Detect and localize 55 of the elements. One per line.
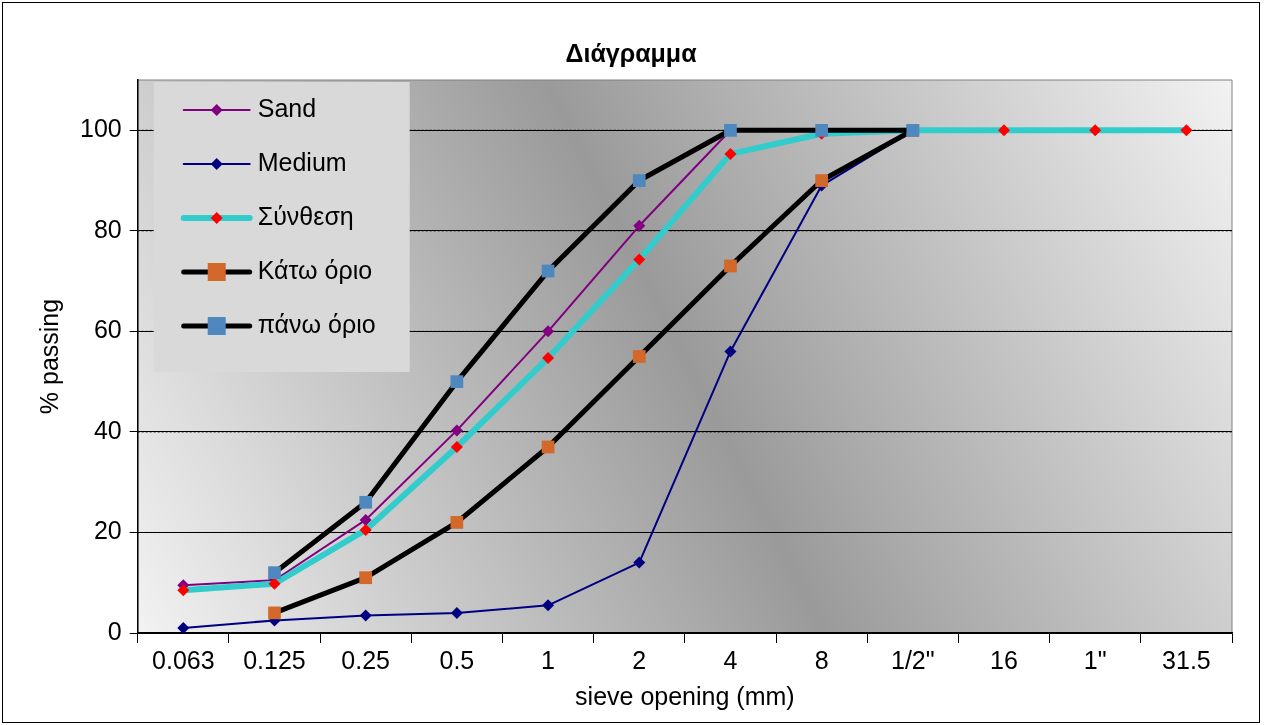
point [450,424,463,437]
point [998,124,1011,137]
x-tick-label: 0.25 [341,645,391,674]
chart-title: Διάγραμμα [565,38,698,67]
x-tick-label: 0.5 [439,645,475,674]
point [1089,124,1102,137]
point [632,350,646,363]
point [177,584,190,597]
y-tick-label: 0 [107,616,122,645]
y-tick-label: 40 [93,415,122,444]
x-tick-label: 1" [1083,645,1107,674]
x-tick-label: 1 [541,645,556,674]
point [359,523,372,536]
x-axis-title: sieve opening (mm) [575,681,795,710]
point [633,219,646,232]
y-tick-label: 80 [93,214,122,243]
legend-label: Σύνθεση [257,201,354,230]
legend-label: πάνω όριο [257,309,376,338]
point [450,516,464,529]
point [450,375,464,388]
x-tick-label: 4 [723,645,738,674]
legend-label: Κάτω όριο [257,255,373,284]
point [177,621,190,633]
point [542,325,555,338]
point [724,147,737,160]
point [268,566,281,580]
point [724,259,737,273]
point [542,599,555,612]
legend-label: Medium [257,147,347,176]
x-tick-label: 2 [632,645,647,674]
point [724,345,737,358]
legend-label: Sand [257,93,317,122]
x-tick-label: 1/2" [891,645,935,674]
x-tick-label: 8 [814,645,829,674]
point [633,253,646,266]
y-tick-label: 60 [93,315,122,344]
y-tick-label: 20 [93,516,122,545]
x-tick-label: 16 [990,645,1018,674]
point [633,556,646,569]
point [359,513,372,526]
x-tick-label: 0.063 [152,645,215,674]
x-tick-label: 0.125 [243,645,306,674]
point [1180,124,1193,137]
point [359,495,373,509]
point [450,606,463,619]
point [815,174,829,187]
point [359,571,373,585]
x-tick-label: 31.5 [1162,645,1211,674]
y-axis-title: % passing [34,298,63,415]
point [632,174,646,187]
y-tick-label: 100 [79,114,122,143]
point [450,440,463,453]
point [542,352,555,365]
point [268,606,281,620]
point [359,609,372,622]
